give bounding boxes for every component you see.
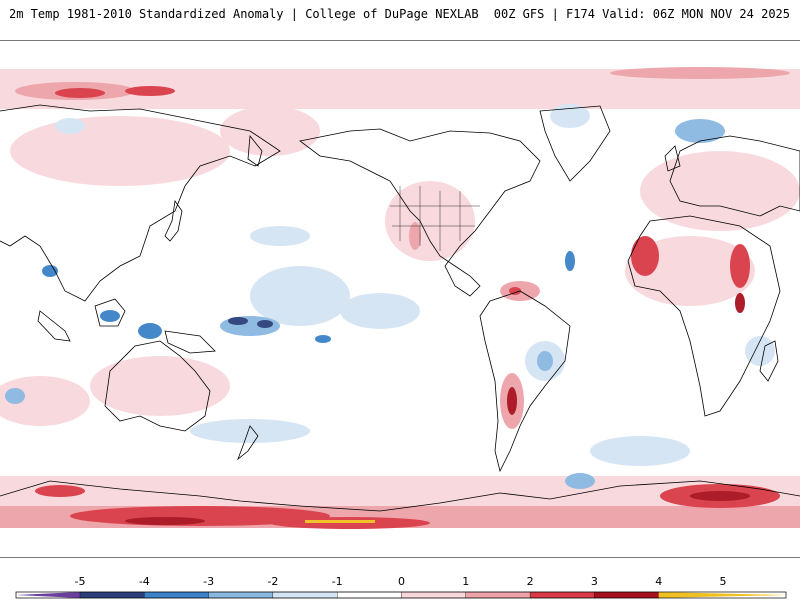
colorbar-tick-label: -4	[138, 575, 150, 588]
indian-ocean-cool	[5, 388, 25, 404]
east-africa-warm-core	[730, 244, 750, 288]
colorbar-segment-p4	[594, 591, 659, 599]
colorbar-tick-label: 3	[590, 575, 598, 588]
europe-outline	[669, 135, 800, 217]
kamchatka-outline	[247, 134, 263, 167]
asia-warm	[10, 116, 230, 186]
madagascar-cool	[745, 336, 775, 366]
asia-outline	[0, 104, 281, 302]
tropical-pacific-cold-core-3	[315, 335, 331, 343]
colombia-warm-core	[509, 287, 521, 295]
south-atlantic-cool	[590, 436, 690, 466]
siberia-warm-core	[55, 88, 105, 98]
north-pacific-cool	[250, 226, 310, 246]
west-africa-warm-core	[631, 236, 659, 276]
new-guinea-outline	[164, 330, 216, 354]
north-asia-cool	[55, 118, 85, 134]
colorbar-max-arrow	[658, 592, 786, 598]
coastlines	[0, 104, 800, 512]
colorbar-tick-label: -2	[267, 575, 279, 588]
antarctic-extreme-strip	[305, 520, 375, 523]
greenland-outline	[539, 105, 611, 182]
scandinavia-cool	[675, 119, 725, 143]
baja-warm	[409, 222, 421, 250]
madagascar-outline	[759, 340, 779, 382]
sumatra-outline	[37, 310, 71, 342]
south-america-cool-core	[537, 351, 553, 371]
map-header: 2m Temp 1981-2010 Standardized Anomaly |…	[0, 0, 800, 40]
borneo-outline	[94, 298, 126, 327]
indonesia-cold	[138, 323, 162, 339]
east-africa-hot-spot	[735, 293, 745, 313]
colorbar-segment-n1	[272, 591, 338, 599]
tropical-pacific-cold-core-1	[228, 317, 248, 325]
colorbar-segment-n3	[144, 591, 209, 599]
antarctic-hot-core-west	[125, 517, 205, 525]
colorbar-border	[15, 591, 787, 599]
indian-ocean-warm	[0, 376, 90, 426]
central-pacific-cool	[250, 266, 350, 326]
colorbar	[15, 591, 787, 599]
colorbar-tick-label: -1	[331, 575, 343, 588]
japan-outline	[164, 199, 183, 242]
east-pacific-cool	[340, 293, 420, 329]
us-state-borders	[390, 186, 480, 251]
colorbar-segments	[16, 591, 786, 599]
south-pacific-cool	[190, 419, 310, 443]
colorbar-segment-zero	[337, 591, 402, 599]
antarctic-warm-patch-far-west	[35, 485, 85, 497]
colorbar-min-arrow	[16, 592, 80, 598]
colorbar-tick-label: -3	[203, 575, 215, 588]
north-america-warm	[385, 181, 475, 261]
colorbar-tick-label: 5	[719, 575, 727, 588]
new-zealand-outline	[237, 425, 259, 461]
map-canvas	[0, 67, 800, 529]
south-atlantic-cool-core	[565, 473, 595, 489]
colorbar-tick-label: 1	[462, 575, 470, 588]
colorbar-tick-label: 2	[526, 575, 534, 588]
colorbar-tick-label: -5	[74, 575, 86, 588]
east-asia-warm	[220, 106, 320, 156]
colorbar-segment-n2	[208, 591, 274, 599]
colorbar-segment-p3	[529, 591, 595, 599]
greenland-cool	[550, 104, 590, 128]
anomaly-shading	[0, 67, 800, 529]
south-asia-cold	[42, 265, 58, 277]
model-run-info: 00Z GFS | F174 Valid: 06Z MON NOV 24 202…	[493, 7, 790, 21]
colorbar-tick-label: 0	[398, 575, 405, 588]
arctic-warm-strip	[610, 67, 790, 79]
australia-warm	[90, 356, 230, 416]
europe-warm	[640, 151, 800, 231]
colorbar-segment-p1	[401, 591, 466, 599]
colorbar-segment-n4	[79, 591, 145, 599]
antarctica-outline	[0, 480, 800, 512]
south-america-outline	[479, 290, 571, 473]
colorbar-segment-p2	[465, 591, 531, 599]
tropical-pacific-cold-core-2	[257, 320, 273, 328]
borneo-cold	[100, 310, 120, 322]
uk-outline	[664, 145, 681, 172]
africa-outline	[627, 215, 781, 417]
anomaly-map	[0, 40, 800, 558]
north-america-outline	[299, 128, 541, 297]
colorbar-tick-label: 4	[655, 575, 663, 588]
australia-outline	[104, 340, 211, 432]
caribbean-cold	[565, 251, 575, 271]
patagonia-hot-core	[507, 387, 517, 415]
map-title: 2m Temp 1981-2010 Standardized Anomaly |…	[9, 7, 479, 21]
arctic-warm-core-2	[125, 86, 175, 96]
antarctic-hot-core-east	[690, 491, 750, 501]
